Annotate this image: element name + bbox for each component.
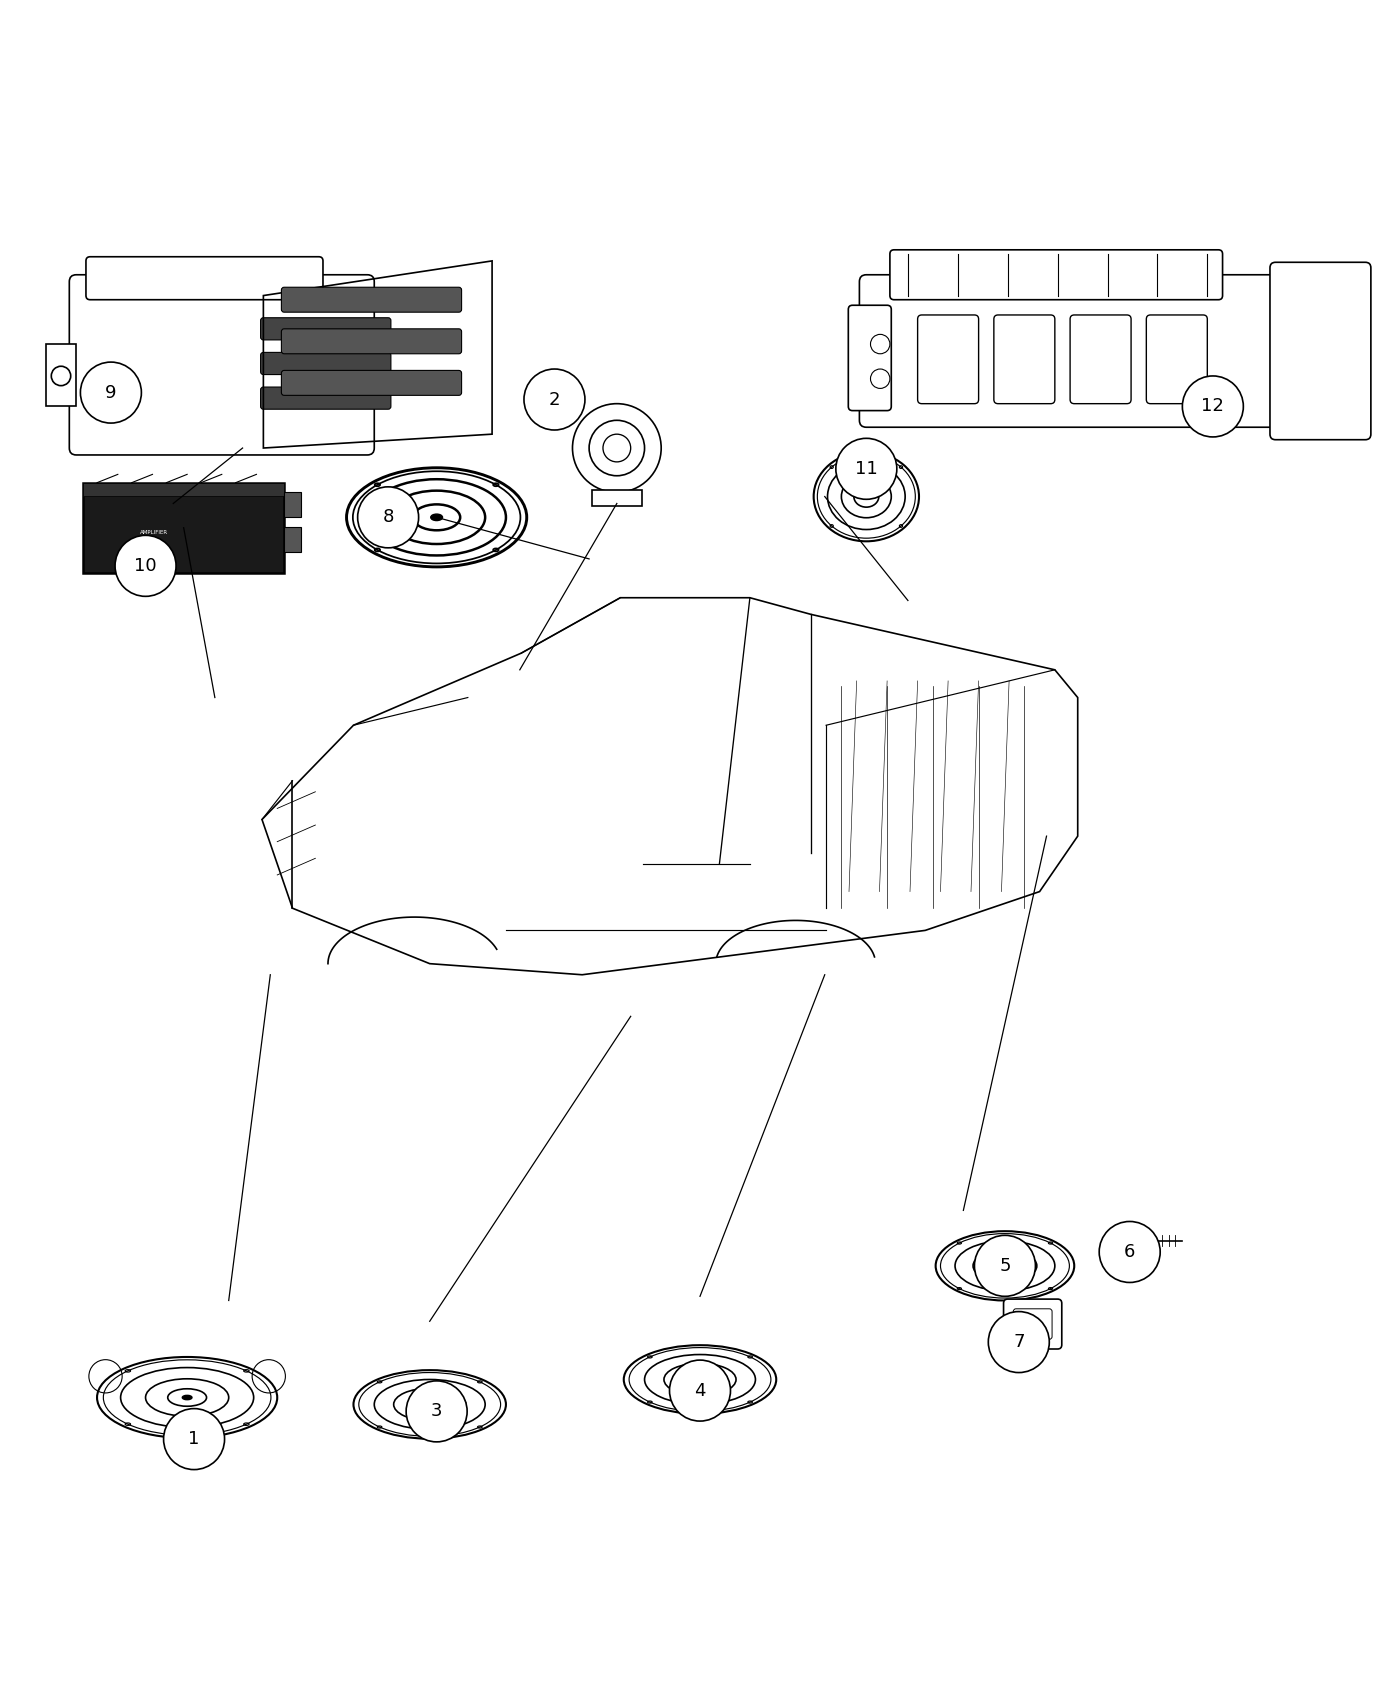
Ellipse shape [169, 354, 178, 362]
Ellipse shape [696, 1377, 704, 1382]
Circle shape [80, 362, 141, 423]
Text: 2: 2 [549, 391, 560, 408]
FancyBboxPatch shape [1014, 1309, 1051, 1340]
Text: 8: 8 [382, 508, 393, 527]
FancyBboxPatch shape [848, 306, 892, 411]
Circle shape [974, 1236, 1036, 1297]
Text: 5: 5 [1000, 1256, 1011, 1275]
Circle shape [406, 1380, 468, 1442]
Ellipse shape [1287, 355, 1294, 360]
Ellipse shape [864, 495, 869, 500]
Circle shape [357, 486, 419, 547]
FancyBboxPatch shape [260, 388, 391, 410]
FancyBboxPatch shape [592, 490, 641, 507]
Text: 7: 7 [1014, 1333, 1025, 1352]
Ellipse shape [182, 1396, 192, 1399]
FancyBboxPatch shape [46, 343, 76, 406]
Circle shape [524, 369, 585, 430]
Text: 6: 6 [1124, 1243, 1135, 1261]
Circle shape [164, 1409, 224, 1469]
FancyBboxPatch shape [1270, 262, 1371, 440]
FancyBboxPatch shape [85, 257, 323, 299]
Ellipse shape [426, 1402, 434, 1406]
Circle shape [1183, 376, 1243, 437]
FancyBboxPatch shape [260, 318, 391, 340]
FancyBboxPatch shape [1133, 1232, 1149, 1250]
Text: 9: 9 [105, 384, 116, 401]
Text: 4: 4 [694, 1382, 706, 1399]
FancyBboxPatch shape [1147, 314, 1207, 403]
FancyBboxPatch shape [1070, 314, 1131, 403]
FancyBboxPatch shape [890, 250, 1222, 299]
Text: 12: 12 [1201, 398, 1224, 415]
Circle shape [836, 439, 897, 500]
FancyBboxPatch shape [83, 483, 284, 573]
FancyBboxPatch shape [860, 275, 1312, 427]
FancyBboxPatch shape [284, 527, 301, 552]
Text: AMPLIFIER: AMPLIFIER [140, 530, 168, 536]
FancyBboxPatch shape [281, 287, 462, 313]
FancyBboxPatch shape [281, 371, 462, 396]
Text: 10: 10 [134, 558, 157, 575]
Ellipse shape [431, 513, 442, 520]
FancyBboxPatch shape [70, 275, 374, 456]
Circle shape [988, 1312, 1050, 1372]
FancyBboxPatch shape [260, 352, 391, 374]
Ellipse shape [1001, 1263, 1009, 1268]
FancyBboxPatch shape [1004, 1299, 1061, 1350]
Circle shape [1099, 1222, 1161, 1282]
FancyBboxPatch shape [917, 314, 979, 403]
Text: 1: 1 [189, 1430, 200, 1448]
Text: 3: 3 [431, 1402, 442, 1421]
Text: 11: 11 [855, 459, 878, 478]
Circle shape [669, 1360, 731, 1421]
FancyBboxPatch shape [994, 314, 1054, 403]
Circle shape [115, 536, 176, 597]
FancyBboxPatch shape [284, 493, 301, 517]
FancyBboxPatch shape [281, 328, 462, 354]
FancyBboxPatch shape [83, 483, 284, 496]
